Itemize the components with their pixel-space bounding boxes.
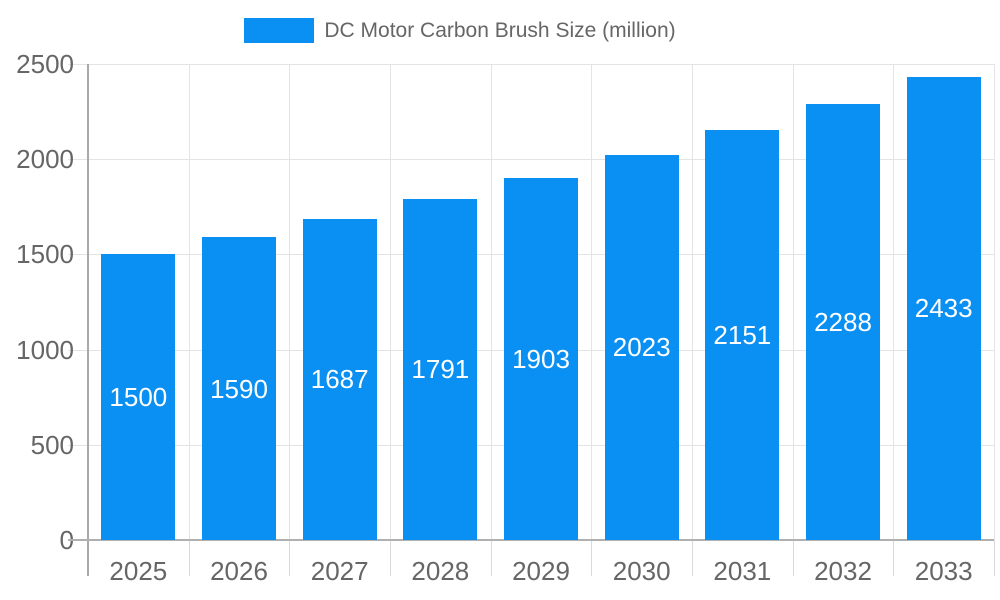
- bar-value-label: 2023: [612, 332, 671, 363]
- x-axis-label: 2027: [310, 556, 369, 586]
- bar[interactable]: [403, 198, 478, 540]
- bar-value-label: 1791: [411, 354, 470, 385]
- x-axis-label: 2031: [713, 556, 772, 586]
- bar[interactable]: [806, 104, 880, 540]
- x-axis-tick: [591, 540, 593, 576]
- x-axis-label: 2025: [109, 556, 168, 586]
- gridline-vertical: [188, 64, 190, 540]
- gridline-vertical: [390, 64, 391, 540]
- bar[interactable]: [101, 254, 176, 540]
- x-axis-tick: [289, 540, 291, 576]
- y-axis-line: [87, 64, 89, 576]
- y-axis-label: 0: [59, 525, 74, 555]
- legend-swatch-icon: [244, 18, 315, 43]
- x-axis-label: 2032: [814, 556, 872, 586]
- legend[interactable]: DC Motor Carbon Brush Size (million): [0, 18, 960, 43]
- bar-value-label: 1500: [109, 382, 168, 413]
- gridline-vertical: [289, 64, 291, 540]
- x-axis-tick: [490, 540, 492, 576]
- bar[interactable]: [202, 237, 276, 540]
- x-axis-label: 2029: [512, 556, 570, 586]
- x-axis-label: 2033: [914, 556, 973, 586]
- y-axis-label: 500: [30, 429, 74, 460]
- y-axis-label: 1500: [16, 239, 74, 270]
- x-axis-tick: [893, 540, 895, 576]
- gridline-horizontal: [68, 159, 994, 161]
- gridline-horizontal: [68, 64, 994, 65]
- x-axis-tick: [390, 540, 391, 576]
- bar[interactable]: [504, 177, 578, 540]
- bar[interactable]: [705, 130, 780, 540]
- bar-value-label: 2151: [713, 320, 772, 351]
- y-axis-label: 2500: [16, 49, 74, 79]
- gridline-vertical: [994, 64, 995, 540]
- x-axis-label: 2030: [612, 556, 671, 586]
- x-axis-tick: [792, 540, 794, 576]
- bar[interactable]: [906, 76, 981, 540]
- bar-value-label: 1590: [210, 373, 268, 404]
- gridline-vertical: [490, 64, 492, 540]
- bar-value-label: 1903: [512, 343, 570, 374]
- bar[interactable]: [302, 218, 377, 540]
- x-axis-tick: [188, 540, 190, 576]
- gridline-vertical: [792, 64, 794, 540]
- x-axis-line: [68, 539, 994, 541]
- gridline-vertical: [893, 64, 895, 540]
- x-axis-tick: [692, 540, 693, 576]
- gridline-vertical: [591, 64, 593, 540]
- x-axis-tick: [994, 540, 995, 576]
- gridline-vertical: [692, 64, 693, 540]
- y-axis-label: 2000: [16, 144, 74, 175]
- y-axis-label: 1000: [16, 334, 74, 365]
- x-axis-label: 2026: [210, 556, 268, 586]
- legend-label: DC Motor Carbon Brush Size (million): [324, 19, 676, 42]
- bar-value-label: 1687: [310, 364, 369, 395]
- bar-value-label: 2288: [814, 307, 872, 338]
- bar-value-label: 2433: [914, 293, 973, 324]
- x-axis-label: 2028: [411, 556, 470, 586]
- bar[interactable]: [604, 154, 679, 540]
